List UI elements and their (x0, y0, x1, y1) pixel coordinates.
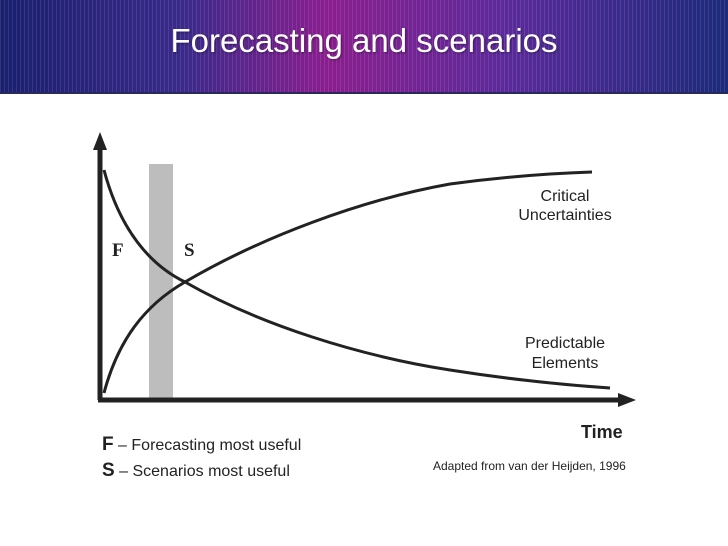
slide-title: Forecasting and scenarios (170, 22, 558, 59)
legend-scenarios-key: S (102, 460, 115, 481)
predictable-elements-curve (102, 169, 611, 390)
x-axis-label: Time (581, 422, 623, 442)
source-credit: Adapted from van der Heijden, 1996 (433, 459, 626, 473)
critical-uncertainties-label-1: Critical (541, 188, 590, 205)
title-banner: Forecasting and scenarios (0, 0, 728, 94)
forecasting-zone-letter: F (112, 240, 124, 261)
critical-uncertainties-label-2: Uncertainties (518, 207, 611, 224)
critical-uncertainties-curve (102, 170, 593, 394)
scenario-transition-band (149, 164, 173, 398)
legend-scenarios-text: – Scenarios most useful (114, 463, 290, 480)
legend-forecasting: F – Forecasting most useful (102, 434, 301, 456)
predictable-elements-label-2: Elements (532, 355, 599, 372)
legend-forecasting-text: – Forecasting most useful (113, 437, 302, 454)
predictable-elements-label-1: Predictable (525, 335, 605, 352)
y-axis-arrowhead (93, 132, 107, 150)
legend-forecasting-key: F (102, 434, 114, 455)
legend-scenarios: S – Scenarios most useful (102, 460, 290, 482)
scenarios-zone-letter: S (184, 240, 195, 261)
x-axis-arrowhead (618, 393, 636, 407)
